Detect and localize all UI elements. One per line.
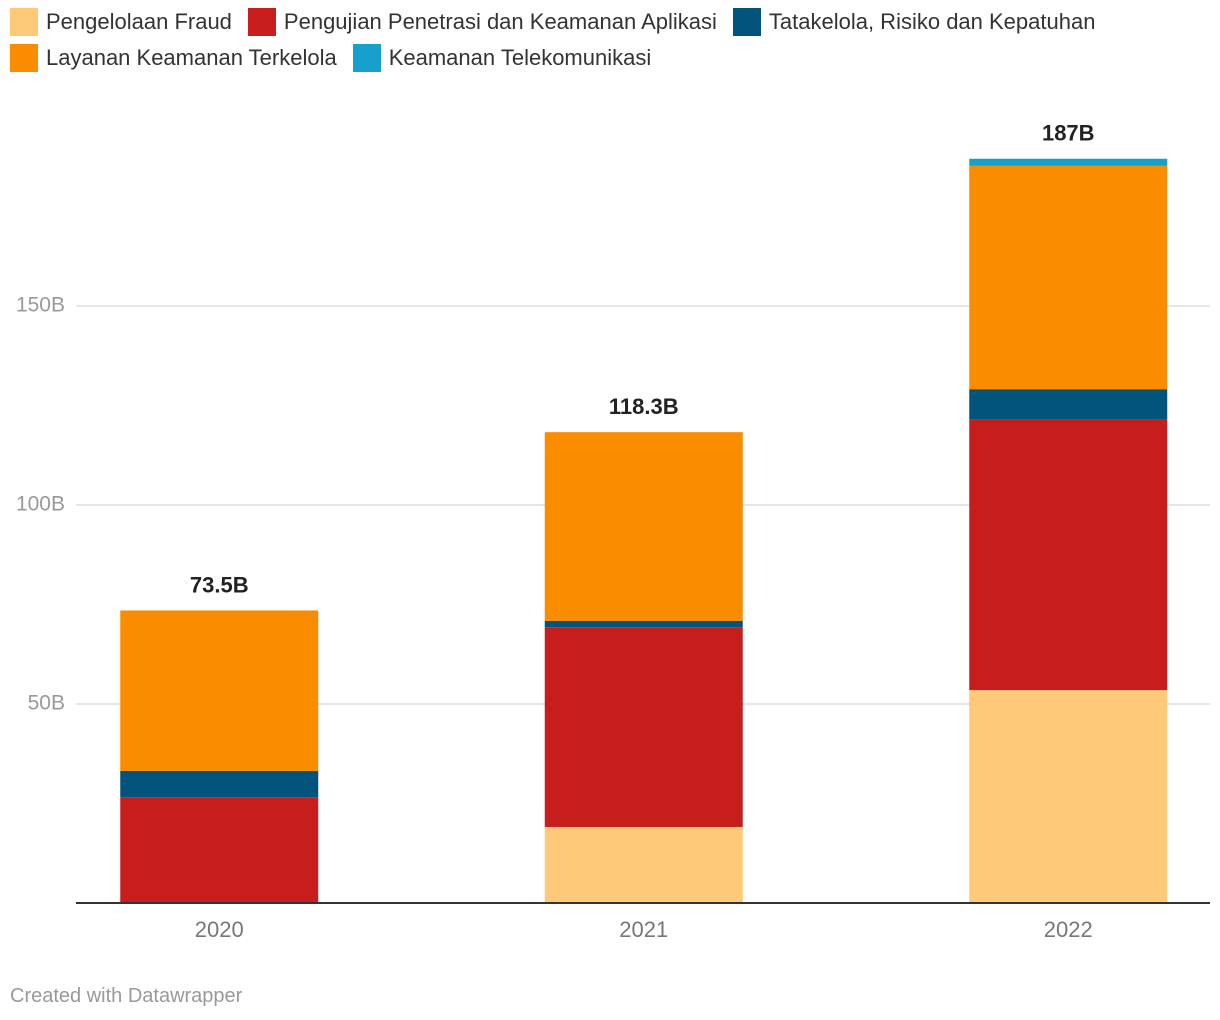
bar-segment xyxy=(544,620,743,628)
y-tick-label: 100B xyxy=(16,493,65,516)
legend-label: Pengelolaan Fraud xyxy=(46,9,232,34)
footer: Created with Datawrapper xyxy=(10,985,243,1007)
x-tick-label: 2021 xyxy=(619,917,668,942)
legend-swatch xyxy=(732,8,761,36)
bar-segment xyxy=(544,627,743,827)
bar-segment xyxy=(120,797,319,903)
legend-item: Tatakelola, Risiko dan Kepatuhan xyxy=(732,8,1096,36)
bar-segment xyxy=(120,770,319,798)
bar-segment xyxy=(544,432,743,621)
legend-label: Tatakelola, Risiko dan Kepatuhan xyxy=(768,9,1096,34)
legend-item: Pengujian Penetrasi dan Keamanan Aplikas… xyxy=(247,8,717,36)
legend-item: Keamanan Telekomunikasi xyxy=(352,44,652,72)
x-tick-label: 2022 xyxy=(1044,917,1093,942)
total-label: 118.3B xyxy=(609,394,679,419)
bar-segment xyxy=(969,690,1168,903)
bar-segment xyxy=(969,389,1168,420)
legend-label: Keamanan Telekomunikasi xyxy=(388,45,652,70)
bar-segment xyxy=(969,165,1168,390)
legend-item: Layanan Keamanan Terkelola xyxy=(10,44,337,72)
legend-label: Layanan Keamanan Terkelola xyxy=(46,45,337,70)
bar-segment xyxy=(969,158,1168,166)
total-label: 73.5B xyxy=(190,572,249,597)
total-label: 187B xyxy=(1042,121,1095,146)
legend: Pengelolaan Fraud Pengujian Penetrasi dan… xyxy=(10,8,1210,72)
legend-swatch xyxy=(10,44,38,72)
y-tick-label: 150B xyxy=(16,294,65,317)
bar-segment xyxy=(544,826,743,903)
y-tick-label: 50B xyxy=(28,692,65,715)
bar-segment xyxy=(120,610,319,771)
legend-label: Pengujian Penetrasi dan Keamanan Aplikas… xyxy=(283,9,717,34)
legend-swatch xyxy=(10,8,38,36)
legend-swatch xyxy=(247,8,276,36)
legend-item: Pengelolaan Fraud xyxy=(10,8,232,36)
legend-swatch xyxy=(352,44,381,72)
x-tick-label: 2020 xyxy=(195,917,244,942)
bar-segment xyxy=(969,419,1168,691)
